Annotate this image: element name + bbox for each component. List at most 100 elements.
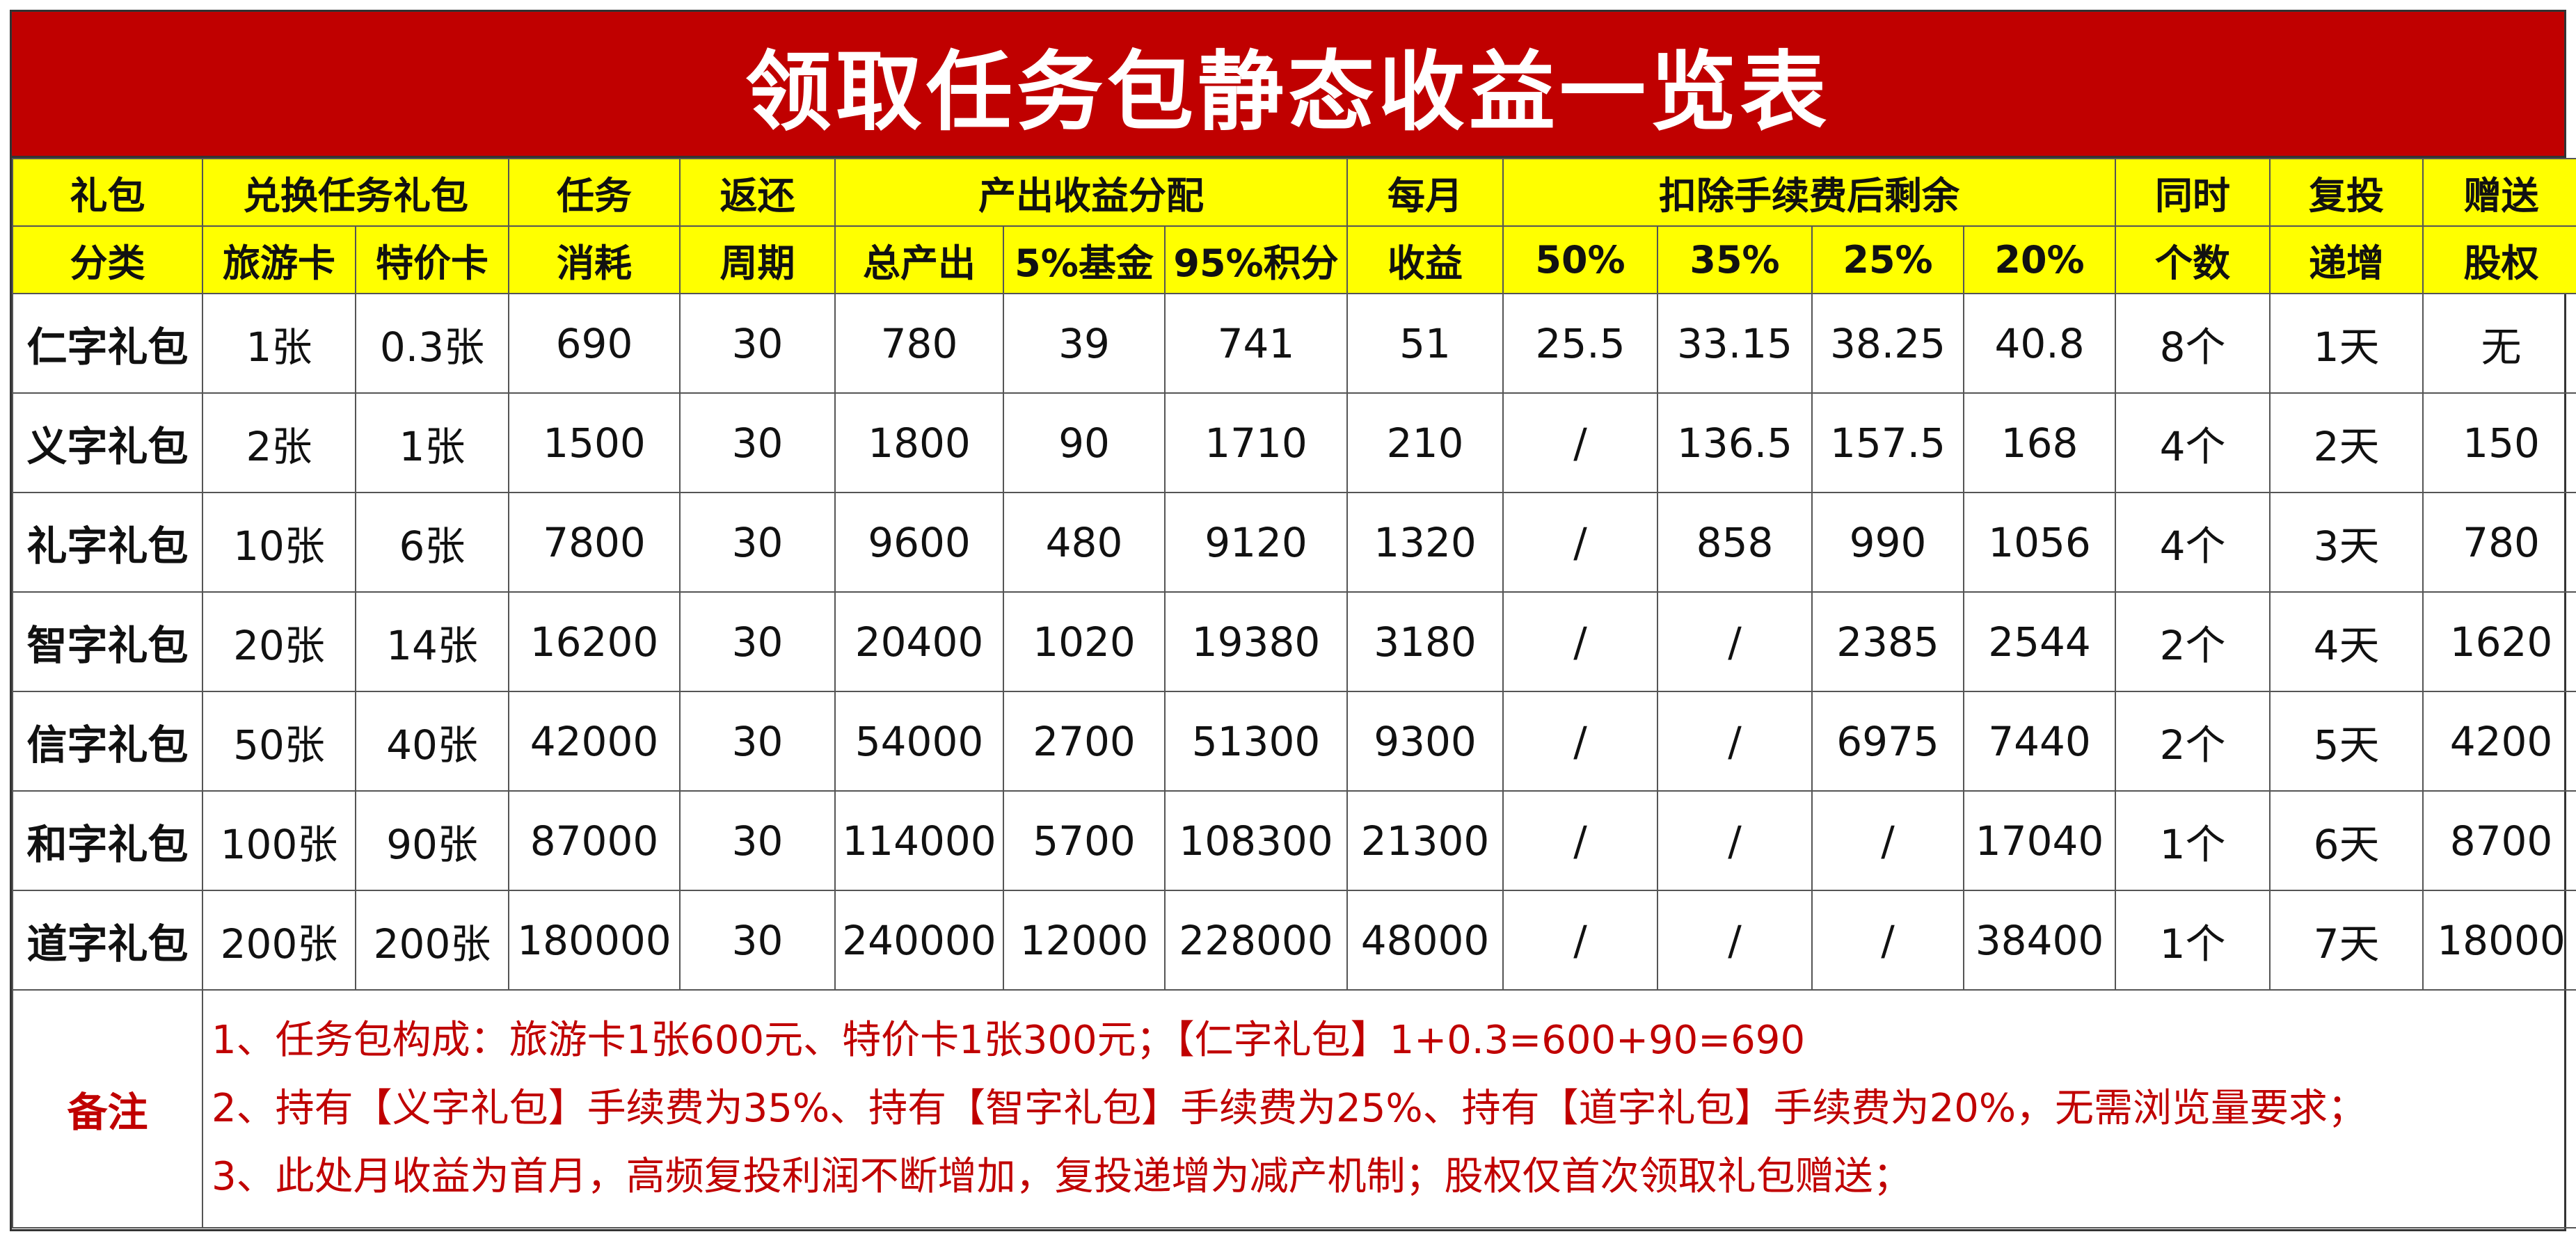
header-gift: 赠送	[2422, 158, 2576, 227]
cell-monthly: 3180	[1346, 591, 1504, 692]
cell-p20: 38400	[1963, 890, 2117, 991]
cell-p25: /	[1811, 790, 1965, 891]
cell-fund: 480	[1003, 492, 1166, 593]
cell-increment: 5天	[2269, 691, 2424, 792]
header-fund: 5%基金	[1003, 225, 1166, 294]
cell-consume: 87000	[508, 790, 681, 891]
cell-total: 114000	[834, 790, 1004, 891]
notes-body: 1、任务包构成：旅游卡1张600元、特价卡1张300元；【仁字礼包】1+0.3=…	[201, 989, 2576, 1228]
table-row: 义字礼包 2张 1张 1500 30 1800 90 1710 210/136.5 157.5 16…	[12, 392, 2576, 493]
header-exchange: 兑换任务礼包	[202, 158, 509, 227]
cell-p25: 2385	[1811, 591, 1965, 692]
cell-points: 741	[1163, 293, 1349, 394]
cell-total: 9600	[834, 492, 1004, 593]
cell-count: 2个	[2115, 691, 2271, 792]
header-reinvest-2: 递增	[2269, 225, 2424, 294]
cell-count: 8个	[2115, 293, 2271, 394]
cell-count: 1个	[2115, 890, 2271, 991]
cell-count: 4个	[2115, 492, 2271, 593]
cell-p25: 157.5	[1811, 392, 1965, 493]
cell-p20: 17040	[1963, 790, 2117, 891]
cell-consume: 16200	[508, 591, 681, 692]
cell-special: 6张	[355, 492, 509, 593]
cell-p20: 40.8	[1963, 293, 2117, 394]
cell-points: 9120	[1163, 492, 1349, 593]
cell-p25: 6975	[1811, 691, 1965, 792]
header-category: 礼包	[12, 158, 203, 227]
cell-cycle: 30	[679, 790, 836, 891]
income-table: 礼包 兑换任务礼包 任务 返还 产出收益分配 每月 扣除手续费后剩余 同时 复投…	[12, 158, 2576, 1228]
header-total-output: 总产出	[834, 225, 1004, 294]
row-package-name: 智字礼包	[12, 591, 203, 692]
cell-travel: 50张	[202, 691, 356, 792]
cell-special: 0.3张	[355, 293, 509, 394]
cell-cycle: 30	[679, 293, 836, 394]
cell-equity: 18000	[2422, 890, 2576, 991]
note-line-2: 2、持有【义字礼包】手续费为35%、持有【智字礼包】手续费为25%、持有【道字礼…	[212, 1086, 2367, 1131]
cell-count: 2个	[2115, 591, 2271, 692]
cell-travel: 200张	[202, 890, 356, 991]
header-after-fee: 扣除手续费后剩余	[1502, 158, 2117, 227]
notes-label: 备注	[12, 989, 203, 1228]
cell-equity: 无	[2422, 293, 2576, 394]
cell-consume: 42000	[508, 691, 681, 792]
cell-points: 19380	[1163, 591, 1349, 692]
header-p35: 35%	[1657, 225, 1813, 294]
cell-cycle: 30	[679, 691, 836, 792]
cell-p50: /	[1502, 392, 1659, 493]
cell-monthly: 1320	[1346, 492, 1504, 593]
cell-consume: 180000	[508, 890, 681, 991]
cell-p35: /	[1657, 790, 1813, 891]
cell-monthly: 9300	[1346, 691, 1504, 792]
cell-p25: /	[1811, 890, 1965, 991]
row-package-name: 道字礼包	[12, 890, 203, 991]
cell-p35: 33.15	[1657, 293, 1813, 394]
cell-special: 14张	[355, 591, 509, 692]
header-monthly-2: 收益	[1346, 225, 1504, 294]
header-task: 任务	[508, 158, 681, 227]
cell-p35: 136.5	[1657, 392, 1813, 493]
cell-equity: 150	[2422, 392, 2576, 493]
cell-fund: 39	[1003, 293, 1166, 394]
cell-cycle: 30	[679, 890, 836, 991]
cell-cycle: 30	[679, 392, 836, 493]
cell-p50: /	[1502, 492, 1659, 593]
cell-increment: 4天	[2269, 591, 2424, 692]
cell-p20: 168	[1963, 392, 2117, 493]
cell-consume: 1500	[508, 392, 681, 493]
cell-travel: 10张	[202, 492, 356, 593]
header-travel-card: 旅游卡	[202, 225, 356, 294]
cell-p20: 1056	[1963, 492, 2117, 593]
cell-cycle: 30	[679, 492, 836, 593]
cell-travel: 2张	[202, 392, 356, 493]
cell-monthly: 210	[1346, 392, 1504, 493]
cell-travel: 1张	[202, 293, 356, 394]
table-row: 信字礼包 50张 40张 42000 30 54000 2700 51300 9300//697…	[12, 691, 2576, 792]
cell-cycle: 30	[679, 591, 836, 692]
cell-p50: 25.5	[1502, 293, 1659, 394]
cell-equity: 8700	[2422, 790, 2576, 891]
cell-p50: /	[1502, 790, 1659, 891]
cell-equity: 1620	[2422, 591, 2576, 692]
row-package-name: 和字礼包	[12, 790, 203, 891]
cell-special: 40张	[355, 691, 509, 792]
table-row: 仁字礼包 1张 0.3张 690 30 780 39 741 51 25.5 33.15 38.25 4…	[12, 293, 2576, 394]
cell-p50: /	[1502, 691, 1659, 792]
cell-count: 1个	[2115, 790, 2271, 891]
header-monthly: 每月	[1346, 158, 1504, 227]
cell-monthly: 51	[1346, 293, 1504, 394]
cell-fund: 2700	[1003, 691, 1166, 792]
cell-p20: 2544	[1963, 591, 2117, 692]
row-package-name: 义字礼包	[12, 392, 203, 493]
header-row-2: 分类 旅游卡 特价卡 消耗 周期 总产出 5%基金 95%积分 收益 50% 3…	[12, 225, 2576, 294]
cell-increment: 3天	[2269, 492, 2424, 593]
cell-p35: /	[1657, 890, 1813, 991]
cell-points: 1710	[1163, 392, 1349, 493]
note-line-1: 1、任务包构成：旅游卡1张600元、特价卡1张300元；【仁字礼包】1+0.3=…	[212, 1018, 1806, 1063]
header-p25: 25%	[1811, 225, 1965, 294]
header-gift-2: 股权	[2422, 225, 2576, 294]
cell-p50: /	[1502, 890, 1659, 991]
table-row: 道字礼包 200张 200张 180000 30 240000 12000 228000 480…	[12, 890, 2576, 991]
cell-total: 240000	[834, 890, 1004, 991]
cell-travel: 100张	[202, 790, 356, 891]
